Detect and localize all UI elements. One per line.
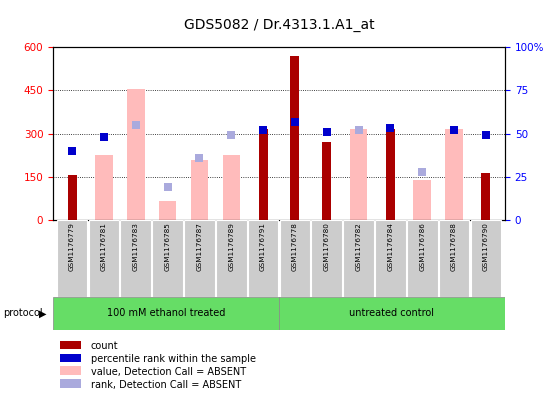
Text: percentile rank within the sample: percentile rank within the sample — [91, 354, 256, 364]
Bar — [60, 340, 81, 349]
Point — [99, 134, 108, 140]
Bar — [68, 175, 76, 220]
Text: GSM1176789: GSM1176789 — [228, 222, 234, 271]
Text: GSM1176788: GSM1176788 — [451, 222, 457, 271]
Bar — [60, 354, 81, 362]
Bar — [184, 220, 215, 297]
Text: GSM1176782: GSM1176782 — [355, 222, 362, 271]
Bar — [350, 129, 367, 220]
Bar — [311, 220, 342, 297]
Bar — [191, 160, 208, 220]
Bar — [280, 220, 310, 297]
Text: count: count — [91, 341, 118, 351]
Text: GSM1176781: GSM1176781 — [101, 222, 107, 271]
Bar — [343, 220, 374, 297]
Text: GSM1176787: GSM1176787 — [196, 222, 203, 271]
Bar — [216, 220, 247, 297]
Bar — [258, 129, 267, 220]
Text: GSM1176790: GSM1176790 — [483, 222, 489, 271]
Bar — [279, 297, 505, 330]
Bar — [89, 220, 119, 297]
Bar — [159, 201, 176, 220]
Bar — [57, 220, 88, 297]
Text: rank, Detection Call = ABSENT: rank, Detection Call = ABSENT — [91, 380, 241, 390]
Point — [482, 132, 490, 138]
Bar — [323, 142, 331, 220]
Bar — [53, 297, 279, 330]
Bar — [482, 173, 490, 220]
Text: GSM1176786: GSM1176786 — [419, 222, 425, 271]
Text: 100 mM ethanol treated: 100 mM ethanol treated — [107, 309, 225, 318]
Point — [227, 132, 235, 138]
Bar — [60, 366, 81, 375]
Bar — [60, 380, 81, 387]
Bar — [152, 220, 183, 297]
Text: GSM1176783: GSM1176783 — [133, 222, 139, 271]
Text: GSM1176784: GSM1176784 — [387, 222, 393, 271]
Point — [291, 118, 300, 125]
Text: untreated control: untreated control — [349, 309, 435, 318]
Point — [258, 127, 267, 133]
Text: GSM1176779: GSM1176779 — [69, 222, 75, 271]
Point — [68, 148, 76, 154]
Bar — [291, 56, 300, 220]
Text: value, Detection Call = ABSENT: value, Detection Call = ABSENT — [91, 367, 246, 377]
Text: GSM1176791: GSM1176791 — [260, 222, 266, 271]
Point — [386, 125, 395, 132]
Bar — [386, 129, 395, 220]
Bar — [127, 89, 145, 220]
Point — [323, 129, 331, 135]
Point — [195, 155, 204, 161]
Text: GSM1176780: GSM1176780 — [324, 222, 330, 271]
Text: GDS5082 / Dr.4313.1.A1_at: GDS5082 / Dr.4313.1.A1_at — [184, 18, 374, 32]
Bar — [407, 220, 437, 297]
Bar — [223, 155, 240, 220]
Text: GSM1176778: GSM1176778 — [292, 222, 298, 271]
Point — [163, 184, 172, 190]
Bar — [248, 220, 278, 297]
Bar — [445, 129, 463, 220]
Bar — [121, 220, 151, 297]
Bar — [413, 180, 431, 220]
Bar — [375, 220, 406, 297]
Point — [450, 127, 459, 133]
Bar — [439, 220, 469, 297]
Point — [418, 169, 427, 175]
Point — [450, 127, 459, 133]
Text: GSM1176785: GSM1176785 — [165, 222, 171, 271]
Point — [354, 127, 363, 133]
Text: ▶: ▶ — [39, 309, 46, 318]
Bar — [95, 155, 113, 220]
Bar — [470, 220, 501, 297]
Text: protocol: protocol — [3, 309, 42, 318]
Point — [131, 122, 140, 128]
